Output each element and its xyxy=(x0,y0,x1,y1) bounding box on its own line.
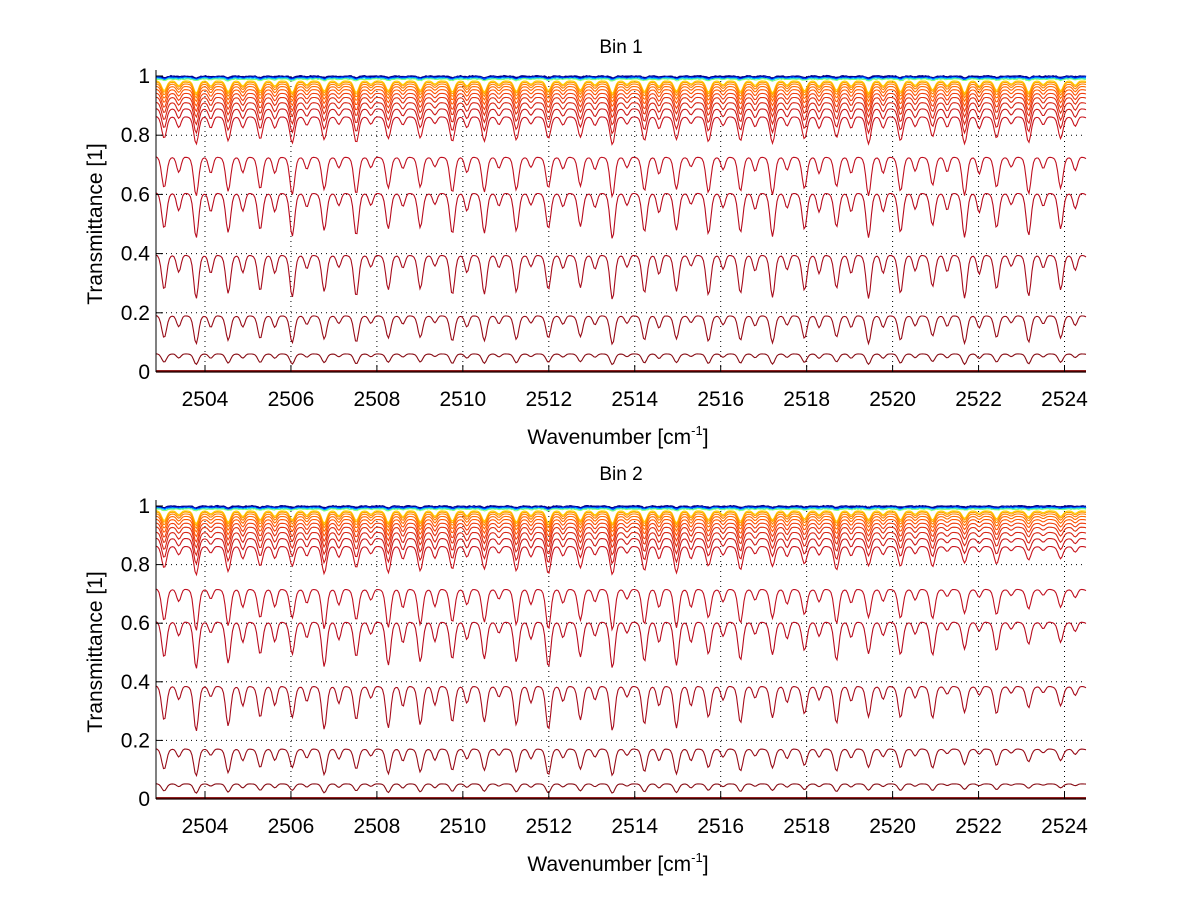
series-group xyxy=(155,74,1087,373)
x-tick-label: 2516 xyxy=(697,388,744,411)
y-tick-labels: 0 0.2 0.4 0.6 0.8 1 xyxy=(121,495,151,811)
series-line xyxy=(155,531,1087,557)
x-tick-label: 2524 xyxy=(1041,815,1088,838)
series-line xyxy=(155,315,1087,346)
series-line xyxy=(155,507,1087,511)
x-tick-label: 2514 xyxy=(611,388,658,411)
series-line xyxy=(155,156,1087,199)
series-line xyxy=(155,101,1087,127)
series-line xyxy=(155,116,1087,146)
series-line xyxy=(155,513,1087,530)
x-tick-label: 2506 xyxy=(268,815,315,838)
series-line xyxy=(155,518,1087,538)
series-line xyxy=(155,81,1087,97)
series-line xyxy=(155,108,1087,135)
x-tick-labels: 2504 2506 2508 2510 2512 2514 2516 2518 2520 2522… xyxy=(182,388,1089,411)
x-tick-label: 2520 xyxy=(869,815,916,838)
series-line xyxy=(155,254,1087,300)
series-line xyxy=(155,83,1087,99)
series-line xyxy=(155,515,1087,533)
x-tick-label: 2518 xyxy=(783,388,830,411)
x-axis-label: Wavenumber [cm-1] xyxy=(527,850,708,876)
y-tick-label: 0.6 xyxy=(121,183,150,206)
series-line xyxy=(155,783,1087,794)
x-tick-label: 2522 xyxy=(955,388,1002,411)
series-line xyxy=(155,621,1087,669)
grid xyxy=(156,506,1086,799)
x-tick-label: 2512 xyxy=(525,388,572,411)
chart-title: Bin 1 xyxy=(599,37,642,58)
x-axis-label: Wavenumber [cm-1] xyxy=(527,423,708,449)
series-line xyxy=(156,507,1087,512)
y-tick-label: 0.2 xyxy=(121,302,150,325)
x-tick-label: 2518 xyxy=(783,815,830,838)
y-tick-label: 1 xyxy=(138,65,150,88)
x-tick-label: 2516 xyxy=(697,815,744,838)
series-line xyxy=(155,522,1087,543)
y-tick-label: 0.8 xyxy=(121,554,150,577)
series-line xyxy=(155,80,1087,95)
series-line xyxy=(155,685,1087,732)
axes-bin-1: Bin 1 2504 2506 2508 2510 2512 2514 2516 2518 25… xyxy=(84,37,1088,449)
y-axis-label: Transmittance [1] xyxy=(84,571,107,732)
x-tick-label: 2508 xyxy=(354,388,401,411)
x-tick-label: 2512 xyxy=(525,815,572,838)
x-tick-label: 2504 xyxy=(182,388,229,411)
y-tick-label: 0.4 xyxy=(121,243,151,266)
series-line xyxy=(155,353,1087,366)
x-tick-label: 2506 xyxy=(268,388,315,411)
series-line xyxy=(155,88,1087,108)
y-tick-labels: 0 0.2 0.4 0.6 0.8 1 xyxy=(121,65,151,384)
series-line xyxy=(155,588,1087,632)
x-tick-label: 2522 xyxy=(955,815,1002,838)
x-tick-label: 2508 xyxy=(354,815,401,838)
axis-lines xyxy=(155,500,1086,800)
x-tick-labels: 2504 2506 2508 2510 2512 2514 2516 2518 2520 2522… xyxy=(182,815,1089,838)
series-line xyxy=(155,96,1087,119)
x-tick-label: 2514 xyxy=(611,815,658,838)
series-line xyxy=(155,537,1087,566)
series-line xyxy=(155,192,1087,239)
series-line xyxy=(156,77,1087,81)
y-tick-label: 0.8 xyxy=(121,124,150,147)
y-tick-label: 1 xyxy=(138,495,150,518)
x-tick-label: 2520 xyxy=(869,388,916,411)
series-line xyxy=(155,76,1087,80)
y-tick-label: 0.4 xyxy=(121,671,151,694)
chart-title: Bin 2 xyxy=(599,464,642,485)
series-line xyxy=(155,526,1087,549)
y-axis-label: Transmittance [1] xyxy=(84,143,107,304)
series-line xyxy=(155,748,1087,778)
series-line xyxy=(155,511,1087,527)
axis-lines xyxy=(155,70,1086,373)
y-tick-label: 0.6 xyxy=(121,612,150,635)
y-tick-label: 0 xyxy=(138,788,150,811)
y-tick-label: 0 xyxy=(138,361,150,384)
x-tick-label: 2510 xyxy=(439,388,486,411)
x-tick-label: 2504 xyxy=(182,815,229,838)
series-line xyxy=(155,92,1087,113)
series-line xyxy=(155,545,1087,577)
y-tick-label: 0.2 xyxy=(121,729,150,752)
series-group xyxy=(155,504,1087,800)
series-line xyxy=(155,85,1087,103)
x-tick-label: 2510 xyxy=(439,815,486,838)
axes-bin-2: Bin 2 2504 2506 2508 2510 2512 2514 2516 2518 25… xyxy=(84,464,1088,876)
series-line xyxy=(155,510,1087,525)
series-line xyxy=(155,78,1087,82)
x-tick-label: 2524 xyxy=(1041,388,1088,411)
